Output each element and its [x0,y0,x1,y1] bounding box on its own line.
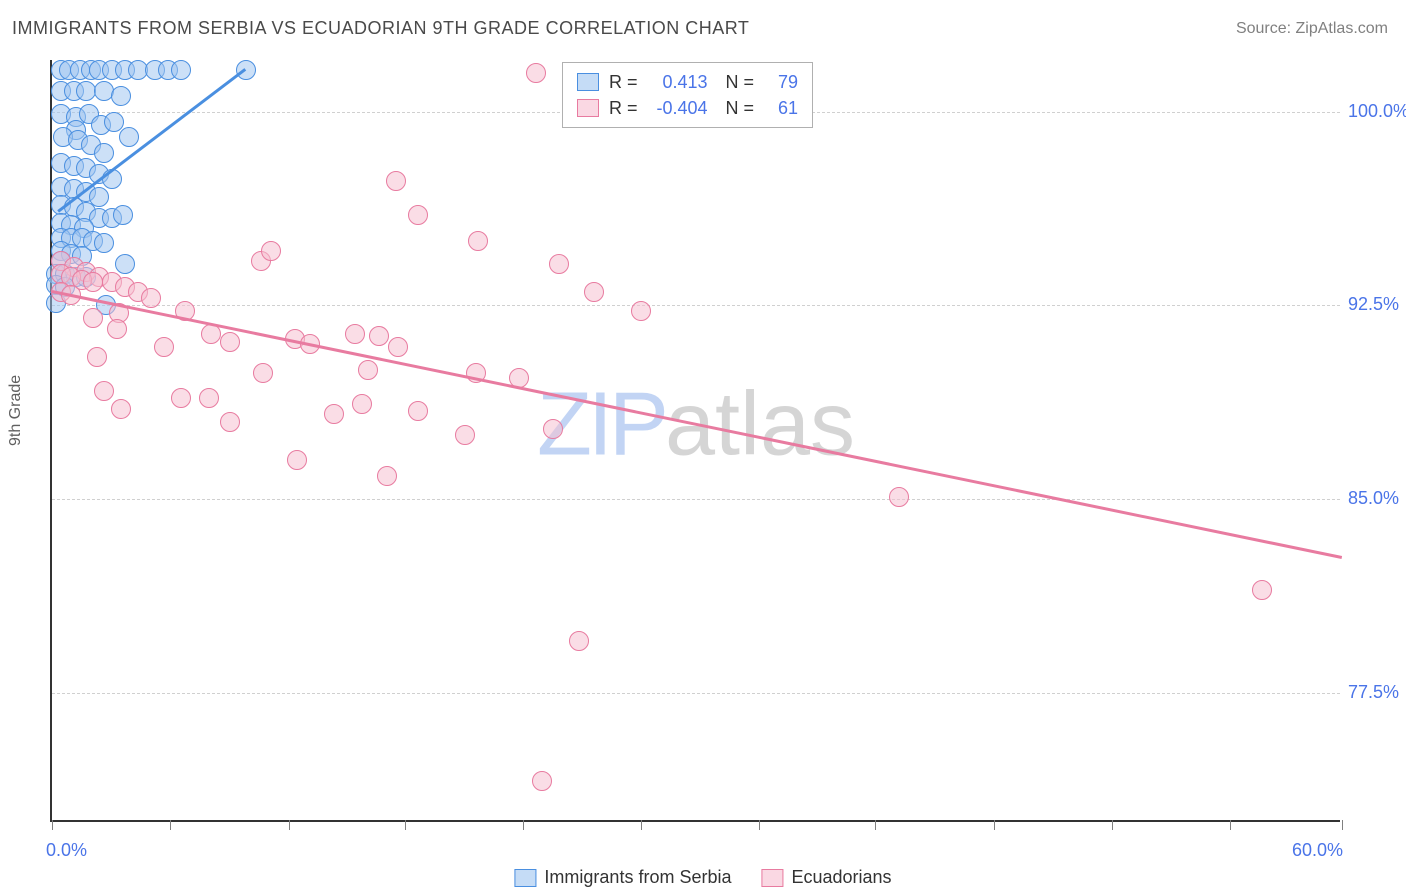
x-tick-label: 0.0% [46,840,87,861]
data-point [141,288,161,308]
legend-item-ecuadorians: Ecuadorians [761,867,891,888]
data-point [455,425,475,445]
correlation-legend-row: R = -0.404 N = 61 [577,95,798,121]
x-tick [875,820,876,830]
data-point [377,466,397,486]
trend-line [52,290,1342,559]
x-tick [1112,820,1113,830]
data-point [584,282,604,302]
data-point [324,404,344,424]
gridline [52,499,1340,500]
data-point [889,487,909,507]
data-point [532,771,552,791]
data-point [388,337,408,357]
legend-n-value: 61 [764,98,798,119]
data-point [94,233,114,253]
legend-label-serbia: Immigrants from Serbia [544,867,731,888]
y-tick-label: 85.0% [1348,488,1406,509]
data-point [631,301,651,321]
x-tick [994,820,995,830]
data-point [83,272,103,292]
data-point [549,254,569,274]
legend-r-value: 0.413 [648,72,708,93]
data-point [287,450,307,470]
y-axis-title: 9th Grade [7,375,25,446]
data-point [104,112,124,132]
data-point [87,347,107,367]
data-point [83,308,103,328]
chart-title: IMMIGRANTS FROM SERBIA VS ECUADORIAN 9TH… [12,18,749,39]
legend-swatch-ecuadorians [761,869,783,887]
data-point [1252,580,1272,600]
data-point [220,412,240,432]
data-point [261,241,281,261]
data-point [358,360,378,380]
data-point [543,419,563,439]
x-tick [1342,820,1343,830]
bottom-legend: Immigrants from Serbia Ecuadorians [514,867,891,888]
data-point [113,205,133,225]
legend-swatch-serbia [514,869,536,887]
x-tick [523,820,524,830]
data-point [111,399,131,419]
y-tick-label: 100.0% [1348,101,1406,122]
data-point [345,324,365,344]
legend-n-value: 79 [764,72,798,93]
data-point [253,363,273,383]
legend-n-label: N = [726,98,755,119]
correlation-legend: R = 0.413 N = 79 R = -0.404 N = 61 [562,62,813,128]
data-point [94,381,114,401]
legend-label-ecuadorians: Ecuadorians [791,867,891,888]
x-tick [641,820,642,830]
gridline [52,693,1340,694]
data-point [171,60,191,80]
x-tick [1230,820,1231,830]
x-tick-label: 60.0% [1292,840,1343,861]
legend-swatch [577,99,599,117]
correlation-legend-row: R = 0.413 N = 79 [577,69,798,95]
data-point [102,169,122,189]
data-point [408,401,428,421]
data-point [369,326,389,346]
x-tick [405,820,406,830]
legend-r-label: R = [609,98,638,119]
legend-r-value: -0.404 [648,98,708,119]
data-point [468,231,488,251]
x-tick [759,820,760,830]
x-tick [289,820,290,830]
data-point [569,631,589,651]
data-point [94,143,114,163]
scatter-plot: ZIPatlas 77.5%85.0%92.5%100.0%0.0%60.0%R… [50,60,1340,822]
data-point [119,127,139,147]
data-point [107,319,127,339]
x-tick [170,820,171,830]
data-point [171,388,191,408]
legend-n-label: N = [726,72,755,93]
gridline [52,305,1340,306]
y-tick-label: 92.5% [1348,294,1406,315]
data-point [386,171,406,191]
data-point [115,254,135,274]
legend-r-label: R = [609,72,638,93]
data-point [154,337,174,357]
source-link[interactable]: ZipAtlas.com [1296,20,1388,37]
data-point [111,86,131,106]
source-prefix: Source: [1236,20,1296,37]
data-point [352,394,372,414]
x-tick [52,820,53,830]
data-point [526,63,546,83]
source-label: Source: ZipAtlas.com [1236,20,1388,38]
data-point [199,388,219,408]
legend-swatch [577,73,599,91]
data-point [408,205,428,225]
legend-item-serbia: Immigrants from Serbia [514,867,731,888]
data-point [220,332,240,352]
y-tick-label: 77.5% [1348,682,1406,703]
